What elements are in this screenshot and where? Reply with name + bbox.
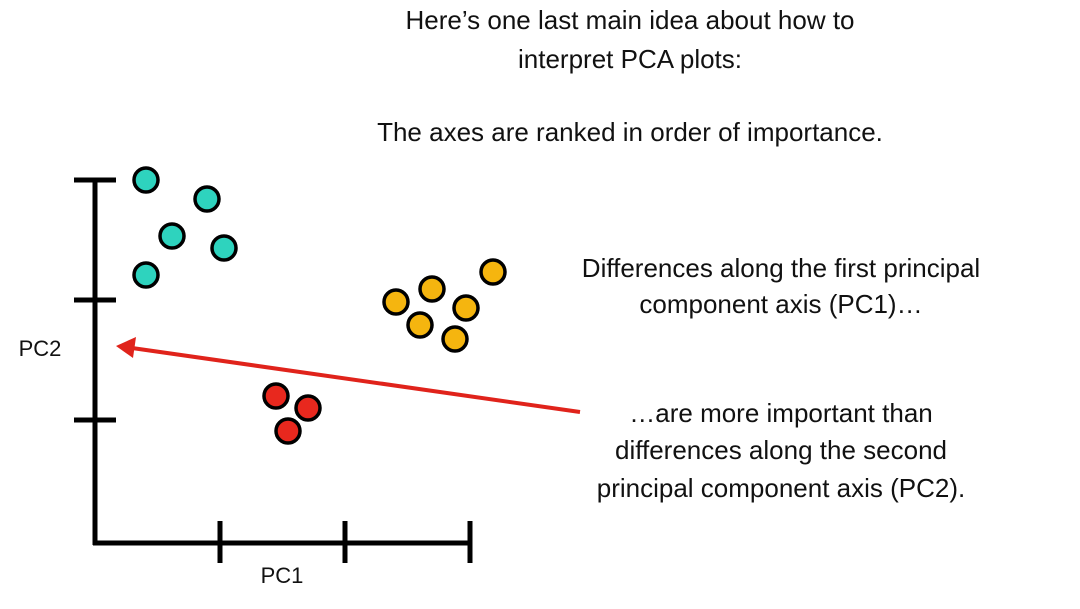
point	[158, 222, 186, 250]
point	[452, 294, 480, 322]
point	[132, 261, 160, 289]
title-line: interpret PCA plots:	[518, 44, 742, 74]
point	[193, 185, 221, 213]
arrow	[116, 337, 581, 414]
note-line: component axis (PC1)…	[639, 289, 922, 319]
point	[262, 382, 290, 410]
note-line: principal component axis (PC2).	[597, 473, 966, 503]
point	[294, 394, 322, 422]
arrow-head	[116, 337, 136, 358]
y-axis-label: PC2	[19, 336, 62, 361]
title-line: Here’s one last main idea about how to	[405, 5, 854, 35]
arrow-shaft	[131, 346, 581, 414]
point	[132, 166, 160, 194]
x-axis-label: PC1	[261, 563, 304, 588]
point	[274, 417, 302, 445]
point	[382, 288, 410, 316]
point	[479, 258, 507, 286]
point	[441, 325, 469, 353]
note-line: …are more important than	[629, 398, 932, 428]
cluster-teal	[132, 166, 238, 289]
point	[418, 275, 446, 303]
note-line: Differences along the first principal	[582, 253, 980, 283]
axes	[74, 177, 473, 563]
note-line: differences along the second	[615, 435, 947, 465]
cluster-red	[262, 382, 322, 445]
point	[406, 311, 434, 339]
cluster-orange	[382, 258, 507, 353]
subtitle: The axes are ranked in order of importan…	[377, 117, 883, 147]
point	[210, 234, 238, 262]
